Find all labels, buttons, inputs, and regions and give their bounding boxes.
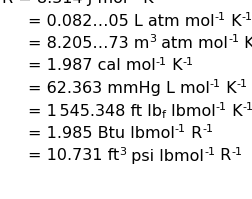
Text: -1: -1 [227,34,238,45]
Text: R: R [185,126,201,141]
Text: -1: -1 [231,147,241,157]
Text: K: K [225,14,240,28]
Text: K: K [238,36,252,51]
Text: R = 8.314 J mol: R = 8.314 J mol [2,0,127,6]
Text: 3: 3 [149,34,156,45]
Text: K: K [220,81,236,96]
Text: lbmol: lbmol [165,103,215,118]
Text: psi lbmol: psi lbmol [126,148,203,164]
Text: = 1 545.348 ft lb: = 1 545.348 ft lb [28,103,161,118]
Text: -1: -1 [209,79,220,90]
Text: -1: -1 [155,57,166,67]
Text: -1: -1 [215,102,226,112]
Text: = 1.987 cal mol: = 1.987 cal mol [28,59,155,73]
Text: K: K [166,59,182,73]
Text: = 0.082…05 L atm mol: = 0.082…05 L atm mol [28,14,214,28]
Text: atm mol: atm mol [156,36,227,51]
Text: K: K [138,0,153,6]
Text: K: K [226,103,241,118]
Text: -1: -1 [236,79,246,90]
Text: -1: -1 [201,125,212,135]
Text: -1: -1 [214,12,225,22]
Text: = 10.731 ft: = 10.731 ft [28,148,119,164]
Text: -1: -1 [182,57,193,67]
Text: = 1.985 Btu lbmol: = 1.985 Btu lbmol [28,126,174,141]
Text: f: f [161,110,165,121]
Text: = 8.205…73 m: = 8.205…73 m [28,36,149,51]
Text: -1: -1 [203,147,214,157]
Text: 3: 3 [119,147,126,157]
Text: -1: -1 [241,102,252,112]
Text: R: R [214,148,231,164]
Text: -1: -1 [240,12,251,22]
Text: -1: -1 [174,125,185,135]
Text: = 62.363 mmHg L mol: = 62.363 mmHg L mol [28,81,209,96]
